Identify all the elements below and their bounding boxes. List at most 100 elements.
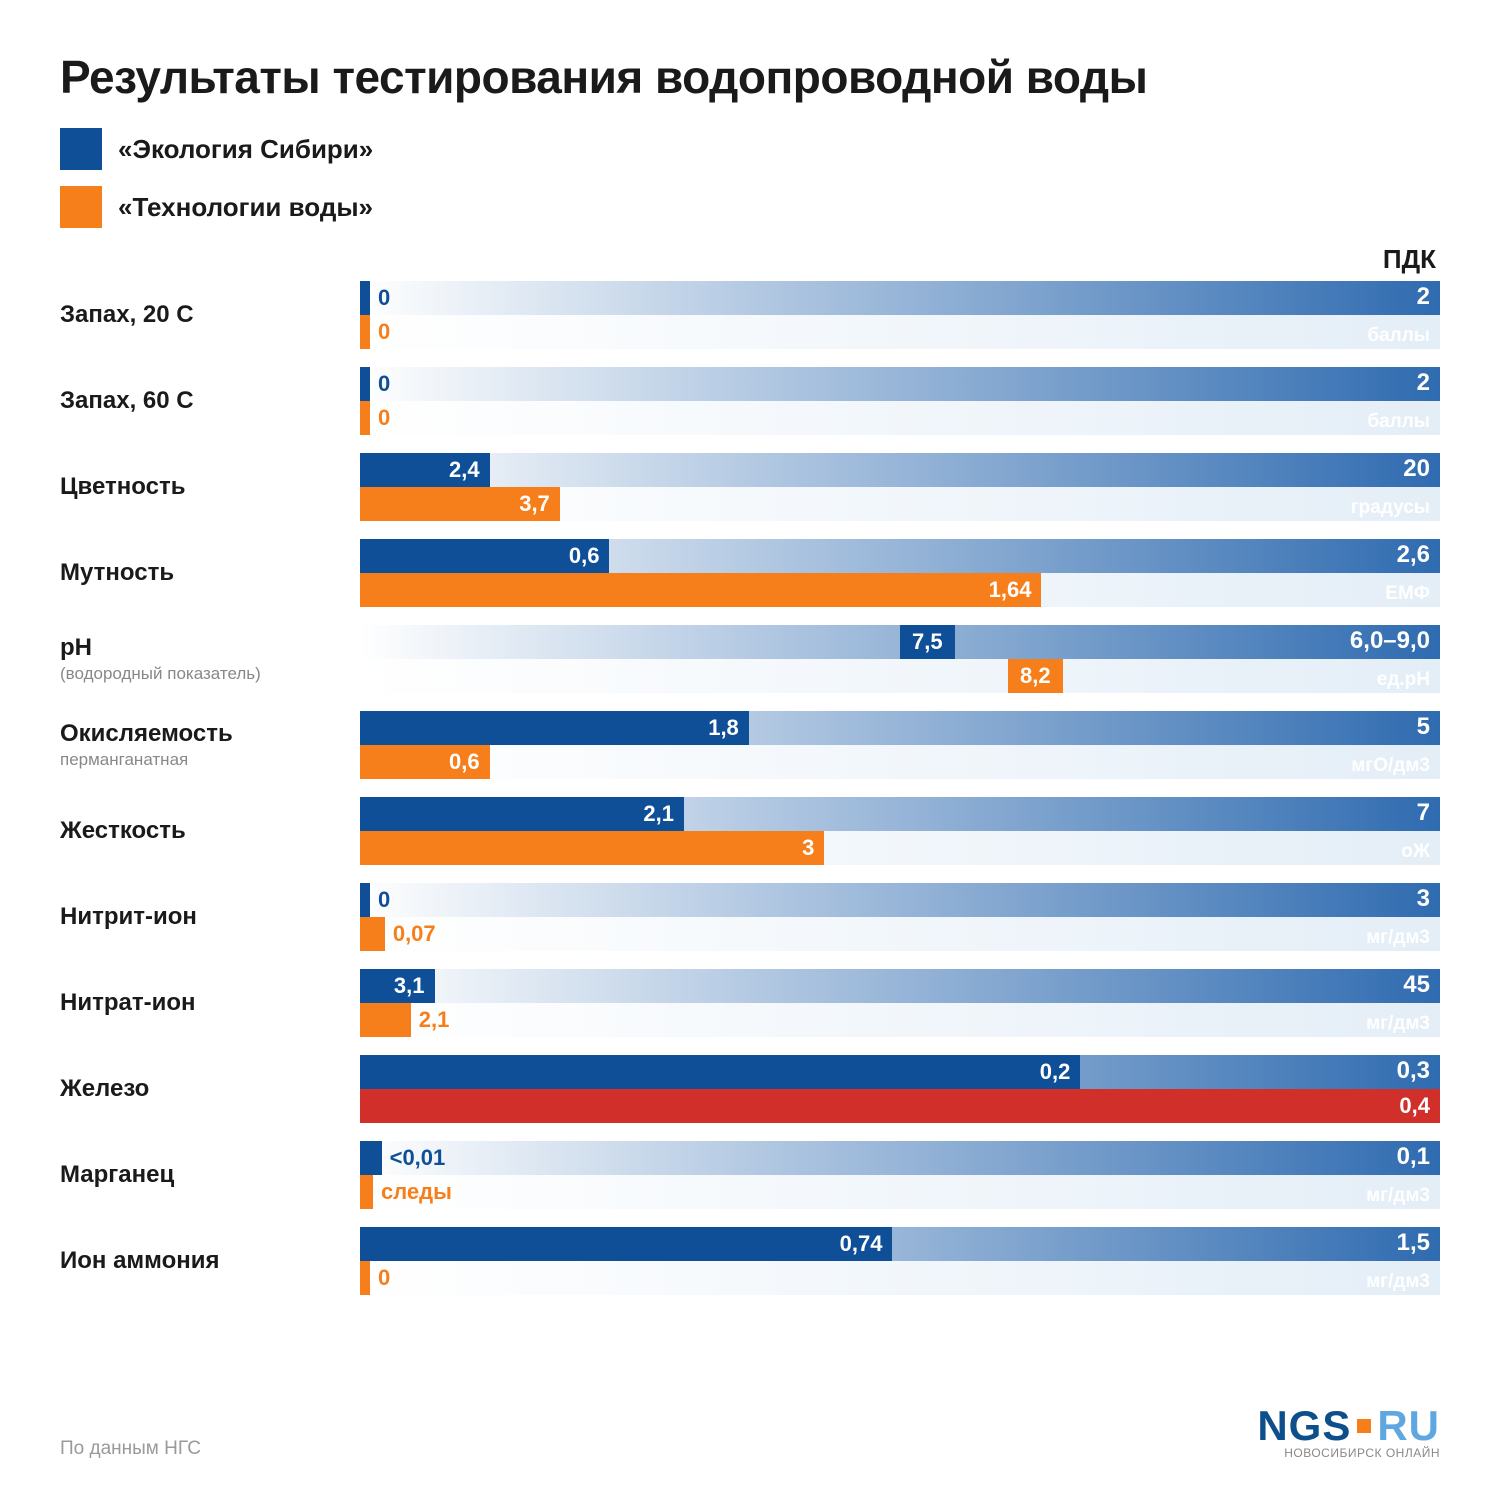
bar-slot-series2: мг/дм30,4 xyxy=(360,1089,1440,1123)
row-bars: 2,6 0,6 ЕМФ 1,64 xyxy=(360,539,1440,607)
bar-slot-series1: 30 xyxy=(360,883,1440,917)
bar-value: 3,7 xyxy=(519,491,550,517)
ph-badge: 7,5 xyxy=(900,625,955,659)
bar-slot-series1: 202,4 xyxy=(360,453,1440,487)
bar-value: 0 xyxy=(378,405,390,431)
pdk-value: 2,6 xyxy=(1397,541,1430,569)
bar-slot-series1: 0,1 <0,01 xyxy=(360,1141,1440,1175)
bar: 0 xyxy=(360,401,370,435)
pdk-value: 1,5 xyxy=(1397,1229,1430,1257)
bar-value: 0,4 xyxy=(1399,1093,1430,1119)
row-bars: 453,1мг/дм32,1 xyxy=(360,969,1440,1037)
pdk-value: 20 xyxy=(1403,455,1430,483)
row-label: Цветность xyxy=(60,473,360,501)
pdk-unit: градусы xyxy=(1351,497,1430,519)
bar-value: 3 xyxy=(802,835,814,861)
logo: NGS RU НОВОСИБИРСК ОНЛАЙН xyxy=(1257,1402,1440,1460)
pdk-value: 7 xyxy=(1417,799,1430,827)
bar: 0,07 xyxy=(360,917,385,951)
chart-row: Запах, 60 С20баллы0 xyxy=(60,367,1440,435)
bar-background xyxy=(360,1141,1440,1175)
pdk-unit: мгО/дм3 xyxy=(1351,755,1430,777)
pdk-value: 5 xyxy=(1417,713,1430,741)
bar-slot-series2: мг/дм3 2,1 xyxy=(360,1003,1440,1037)
pdk-unit: баллы xyxy=(1367,325,1430,347)
bar-value: 0 xyxy=(378,371,390,397)
bar-slot-series1: 20 xyxy=(360,367,1440,401)
chart-row: Окисляемостьперманганатная51,8мгО/дм30,6 xyxy=(60,711,1440,779)
bar: 0,2 xyxy=(360,1055,1080,1089)
bar-background xyxy=(360,745,1440,779)
bar-value: 0,6 xyxy=(569,543,600,569)
bar: 0,4 xyxy=(360,1089,1440,1123)
bar-slot-series1: 0,30,2 xyxy=(360,1055,1440,1089)
pdk-value: 45 xyxy=(1403,971,1430,999)
bar: 1,64 xyxy=(360,573,1041,607)
bar-background xyxy=(360,367,1440,401)
bar-background xyxy=(360,315,1440,349)
bar-background xyxy=(360,453,1440,487)
pdk-unit: оЖ xyxy=(1401,841,1430,863)
bar-value: 0,74 xyxy=(840,1231,883,1257)
pdk-value: 2 xyxy=(1417,369,1430,397)
pdk-unit: баллы xyxy=(1367,411,1430,433)
bar-background xyxy=(360,401,1440,435)
pdk-unit: мг/дм3 xyxy=(1366,1185,1430,1207)
bar-slot-series1: 51,8 xyxy=(360,711,1440,745)
chart-area: Запах, 20 С20баллы0Запах, 60 С20баллы0Цв… xyxy=(60,281,1440,1295)
bar: <0,01 xyxy=(360,1141,382,1175)
bar-value: 0,2 xyxy=(1040,1059,1071,1085)
bar-slot-series2: градусы 3,7 xyxy=(360,487,1440,521)
row-bars: 51,8мгО/дм30,6 xyxy=(360,711,1440,779)
bar: 3,7 xyxy=(360,487,560,521)
bar: 2,4 xyxy=(360,453,490,487)
chart-row: Ион аммония1,50,74мг/дм30 xyxy=(60,1227,1440,1295)
bar: 0,6 xyxy=(360,745,490,779)
pdk-value: 3 xyxy=(1417,885,1430,913)
row-label: pH xyxy=(60,634,360,662)
row-bars: 7 2,1 оЖ 3 xyxy=(360,797,1440,865)
bar-background xyxy=(360,1003,1440,1037)
chart-title: Результаты тестирования водопроводной во… xyxy=(60,50,1440,104)
bar: 0,74 xyxy=(360,1227,892,1261)
bar: 2,1 xyxy=(360,1003,411,1037)
row-bars: 20баллы0 xyxy=(360,281,1440,349)
chart-row: Цветность202,4градусы3,7 xyxy=(60,453,1440,521)
logo-ru: RU xyxy=(1377,1402,1440,1450)
row-bars: 1,50,74мг/дм30 xyxy=(360,1227,1440,1295)
bar-slot-series2: оЖ 3 xyxy=(360,831,1440,865)
pdk-value: 0,1 xyxy=(1397,1143,1430,1171)
row-sublabel: (водородный показатель) xyxy=(60,664,360,684)
legend-label-2: «Технологии воды» xyxy=(118,192,373,223)
bar: 3 xyxy=(360,831,824,865)
bar-slot-series1: 453,1 xyxy=(360,969,1440,1003)
bar-value: 0 xyxy=(378,887,390,913)
pdk-header: ПДК xyxy=(60,244,1440,275)
bar: 0 xyxy=(360,315,370,349)
pdk-unit: мг/дм3 xyxy=(1366,1013,1430,1035)
bar-background xyxy=(360,883,1440,917)
bar-value: 0 xyxy=(378,1265,390,1291)
bar-slot-series2: баллы 0 xyxy=(360,401,1440,435)
source-text: По данным НГС xyxy=(60,1438,201,1460)
bar-value: 2,1 xyxy=(419,1007,450,1033)
row-bars: 6,0–9,07,5ед.pH8,2 xyxy=(360,625,1440,693)
legend-swatch-2 xyxy=(60,186,102,228)
pdk-unit: ЕМФ xyxy=(1385,583,1430,605)
bar-value: 2,1 xyxy=(643,801,674,827)
chart-row: Запах, 20 С20баллы0 xyxy=(60,281,1440,349)
row-bars: 0,1<0,01мг/дм3следы xyxy=(360,1141,1440,1209)
bar-value: 3,1 xyxy=(394,973,425,999)
bar-value: 0,6 xyxy=(449,749,480,775)
bar-background xyxy=(360,659,1440,693)
chart-row: Нитрат-ион453,1мг/дм32,1 xyxy=(60,969,1440,1037)
logo-square-icon xyxy=(1357,1419,1371,1433)
bar-background xyxy=(360,969,1440,1003)
bar: 1,8 xyxy=(360,711,749,745)
row-label: Ион аммония xyxy=(60,1247,360,1275)
legend-item-2: «Технологии воды» xyxy=(60,186,1440,228)
legend-item-1: «Экология Сибири» xyxy=(60,128,1440,170)
row-label: Запах, 20 С xyxy=(60,301,360,329)
row-label: Окисляемость xyxy=(60,720,360,748)
logo-ngs: NGS xyxy=(1257,1402,1351,1450)
